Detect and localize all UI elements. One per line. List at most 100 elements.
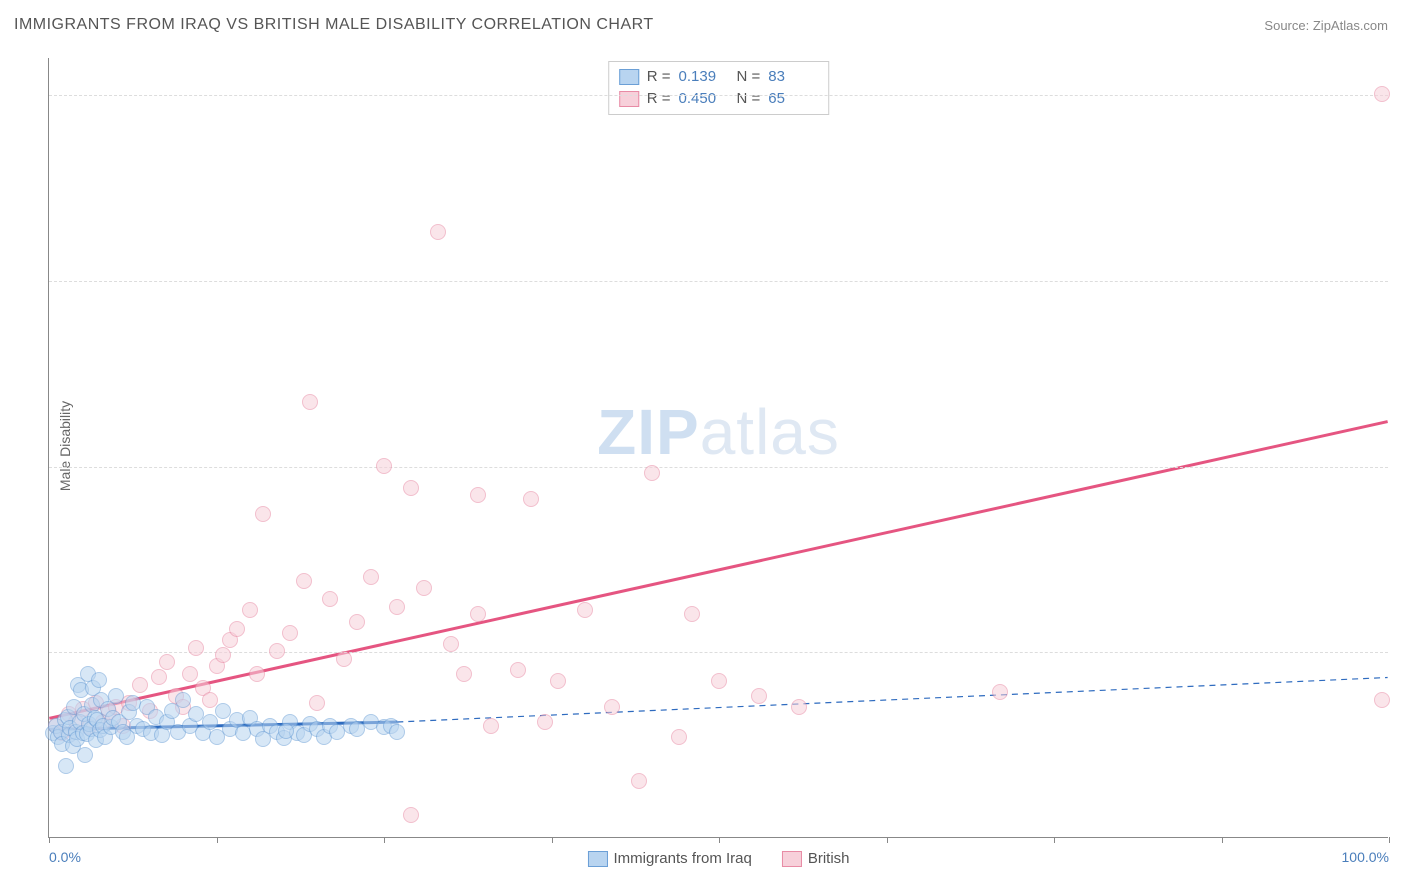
watermark-bold: ZIP: [597, 396, 700, 468]
data-point: [523, 491, 539, 507]
x-tick: [217, 837, 218, 843]
data-point: [537, 714, 553, 730]
data-point: [456, 666, 472, 682]
y-tick-label: 50.0%: [1398, 477, 1406, 493]
data-point: [416, 580, 432, 596]
data-point: [389, 724, 405, 740]
data-point: [269, 643, 285, 659]
data-point: [151, 669, 167, 685]
data-point: [483, 718, 499, 734]
data-point: [751, 688, 767, 704]
data-point: [644, 465, 660, 481]
legend-r-label: R =: [647, 88, 671, 110]
data-point: [322, 591, 338, 607]
data-point: [91, 672, 107, 688]
legend-row: R = 0.139 N = 83: [619, 66, 819, 88]
chart-title: IMMIGRANTS FROM IRAQ VS BRITISH MALE DIS…: [14, 16, 654, 34]
legend-label: British: [808, 850, 850, 867]
x-tick: [719, 837, 720, 843]
legend-row: R = 0.450 N = 65: [619, 88, 819, 110]
data-point: [403, 480, 419, 496]
watermark-rest: atlas: [700, 396, 840, 468]
legend-item: Immigrants from Iraq: [587, 850, 751, 867]
x-tick-label: 100.0%: [1342, 849, 1389, 865]
data-point: [711, 673, 727, 689]
data-point: [363, 569, 379, 585]
legend-label: Immigrants from Iraq: [613, 850, 751, 867]
data-point: [202, 714, 218, 730]
chart-container: IMMIGRANTS FROM IRAQ VS BRITISH MALE DIS…: [0, 0, 1406, 892]
x-tick: [1389, 837, 1390, 843]
legend-r-value: 0.450: [679, 88, 729, 110]
data-point: [242, 602, 258, 618]
data-point: [336, 651, 352, 667]
watermark: ZIPatlas: [597, 395, 840, 469]
data-point: [470, 606, 486, 622]
data-point: [175, 692, 191, 708]
data-point: [188, 640, 204, 656]
x-tick: [1054, 837, 1055, 843]
x-tick-label: 0.0%: [49, 849, 81, 865]
legend-r-label: R =: [647, 66, 671, 88]
plot-area: ZIPatlas R =0.139N =83R =0.450N =65 Immi…: [48, 58, 1388, 838]
data-point: [77, 747, 93, 763]
data-point: [229, 621, 245, 637]
legend-item: British: [782, 850, 850, 867]
data-point: [430, 224, 446, 240]
legend-swatch: [782, 851, 802, 867]
data-point: [282, 625, 298, 641]
x-tick: [552, 837, 553, 843]
gridline-h: [49, 281, 1388, 282]
data-point: [255, 506, 271, 522]
y-tick-label: 25.0%: [1398, 662, 1406, 678]
data-point: [671, 729, 687, 745]
data-point: [470, 487, 486, 503]
data-point: [159, 654, 175, 670]
data-point: [510, 662, 526, 678]
source-link[interactable]: ZipAtlas.com: [1313, 18, 1388, 33]
data-point: [108, 688, 124, 704]
legend-swatch: [587, 851, 607, 867]
gridline-h: [49, 652, 1388, 653]
data-point: [577, 602, 593, 618]
y-tick-label: 75.0%: [1398, 291, 1406, 307]
x-tick: [384, 837, 385, 843]
data-point: [302, 394, 318, 410]
x-tick: [887, 837, 888, 843]
legend-swatch: [619, 91, 639, 107]
data-point: [376, 458, 392, 474]
data-point: [684, 606, 700, 622]
data-point: [296, 573, 312, 589]
series-legend: Immigrants from Iraq British: [587, 850, 849, 867]
data-point: [389, 599, 405, 615]
legend-n-value: 83: [768, 66, 818, 88]
gridline-h: [49, 467, 1388, 468]
data-point: [349, 614, 365, 630]
x-tick: [1222, 837, 1223, 843]
x-tick: [49, 837, 50, 843]
data-point: [631, 773, 647, 789]
data-point: [58, 758, 74, 774]
source-label: Source:: [1264, 18, 1309, 33]
legend-swatch: [619, 69, 639, 85]
data-point: [182, 666, 198, 682]
data-point: [403, 807, 419, 823]
legend-n-value: 65: [768, 88, 818, 110]
data-point: [791, 699, 807, 715]
data-point: [992, 684, 1008, 700]
gridline-h: [49, 95, 1388, 96]
legend-n-label: N =: [737, 88, 761, 110]
data-point: [1374, 86, 1390, 102]
correlation-legend: R = 0.139 N = 83 R = 0.450 N = 65: [608, 61, 830, 115]
data-point: [215, 647, 231, 663]
data-point: [443, 636, 459, 652]
data-point: [550, 673, 566, 689]
data-point: [278, 723, 294, 739]
source-attribution: Source: ZipAtlas.com: [1264, 18, 1388, 33]
legend-r-value: 0.139: [679, 66, 729, 88]
y-tick-label: 100.0%: [1398, 105, 1406, 121]
data-point: [1374, 692, 1390, 708]
legend-n-label: N =: [737, 66, 761, 88]
data-point: [309, 695, 325, 711]
data-point: [604, 699, 620, 715]
